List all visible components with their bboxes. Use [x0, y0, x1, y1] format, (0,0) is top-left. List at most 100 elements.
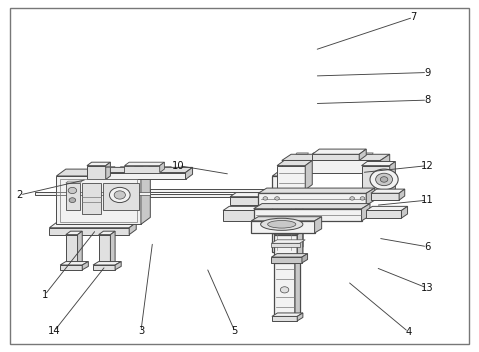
Polygon shape — [282, 161, 380, 172]
Polygon shape — [60, 262, 88, 265]
Polygon shape — [82, 183, 101, 214]
Polygon shape — [345, 153, 358, 154]
Polygon shape — [277, 166, 305, 190]
Polygon shape — [329, 153, 342, 154]
Polygon shape — [87, 166, 106, 180]
Circle shape — [69, 198, 76, 202]
Text: 7: 7 — [410, 12, 416, 22]
Polygon shape — [362, 203, 370, 221]
Circle shape — [370, 169, 398, 190]
Polygon shape — [380, 154, 390, 172]
Polygon shape — [274, 263, 295, 318]
Polygon shape — [66, 235, 78, 266]
Text: 5: 5 — [232, 326, 238, 336]
Polygon shape — [273, 171, 303, 176]
Polygon shape — [96, 172, 185, 180]
Polygon shape — [399, 189, 405, 200]
Polygon shape — [277, 161, 312, 166]
Polygon shape — [362, 166, 390, 193]
Polygon shape — [272, 240, 305, 243]
Circle shape — [376, 173, 392, 186]
Circle shape — [274, 197, 279, 200]
Text: 13: 13 — [421, 283, 433, 293]
Polygon shape — [295, 259, 300, 318]
Polygon shape — [223, 210, 256, 221]
Circle shape — [280, 287, 289, 293]
Polygon shape — [366, 188, 375, 205]
Polygon shape — [261, 193, 267, 205]
Polygon shape — [93, 262, 121, 265]
Polygon shape — [78, 231, 82, 266]
Circle shape — [114, 191, 125, 199]
Polygon shape — [230, 193, 267, 197]
Polygon shape — [99, 235, 110, 266]
Text: 1: 1 — [42, 290, 48, 300]
Polygon shape — [66, 181, 82, 183]
Text: 2: 2 — [17, 190, 23, 200]
Bar — [60, 179, 137, 221]
Text: 8: 8 — [424, 95, 431, 105]
Polygon shape — [125, 162, 164, 166]
Polygon shape — [258, 188, 375, 193]
Polygon shape — [273, 176, 296, 252]
Ellipse shape — [261, 218, 303, 230]
Polygon shape — [60, 265, 82, 270]
Polygon shape — [312, 149, 366, 154]
Text: 9: 9 — [424, 68, 431, 77]
Polygon shape — [103, 183, 138, 210]
Polygon shape — [296, 171, 303, 252]
Polygon shape — [150, 194, 296, 197]
Ellipse shape — [268, 220, 296, 228]
Circle shape — [350, 197, 354, 200]
Polygon shape — [258, 193, 366, 205]
Polygon shape — [57, 176, 141, 224]
Polygon shape — [253, 203, 370, 209]
Polygon shape — [87, 162, 110, 166]
Circle shape — [68, 187, 77, 194]
Polygon shape — [96, 167, 193, 172]
Polygon shape — [361, 153, 373, 154]
Polygon shape — [66, 231, 82, 235]
Text: 14: 14 — [48, 326, 60, 336]
Polygon shape — [125, 166, 160, 172]
Polygon shape — [359, 149, 366, 161]
Polygon shape — [366, 210, 401, 218]
Text: 6: 6 — [424, 242, 431, 252]
Polygon shape — [297, 313, 303, 321]
Polygon shape — [93, 265, 115, 270]
Polygon shape — [312, 154, 359, 161]
Polygon shape — [150, 189, 296, 191]
Polygon shape — [251, 217, 322, 221]
Polygon shape — [302, 253, 308, 263]
Polygon shape — [274, 231, 303, 235]
Circle shape — [110, 187, 130, 202]
Polygon shape — [274, 259, 300, 263]
Polygon shape — [66, 183, 80, 210]
Polygon shape — [251, 221, 315, 233]
Polygon shape — [272, 253, 308, 257]
Circle shape — [263, 197, 268, 200]
Polygon shape — [115, 262, 121, 270]
Polygon shape — [362, 162, 395, 166]
Polygon shape — [272, 257, 302, 263]
Polygon shape — [371, 189, 405, 193]
Text: 3: 3 — [138, 326, 144, 336]
Polygon shape — [110, 231, 115, 266]
Polygon shape — [57, 169, 150, 176]
Polygon shape — [312, 153, 325, 154]
Polygon shape — [272, 243, 299, 247]
Polygon shape — [366, 206, 408, 210]
Polygon shape — [296, 153, 308, 154]
Polygon shape — [82, 262, 88, 270]
Polygon shape — [223, 206, 262, 210]
Polygon shape — [35, 191, 57, 195]
Polygon shape — [129, 222, 136, 235]
Polygon shape — [160, 162, 164, 172]
Polygon shape — [297, 231, 303, 259]
Polygon shape — [315, 217, 322, 233]
Text: 10: 10 — [172, 161, 185, 171]
Polygon shape — [49, 228, 129, 235]
Text: 12: 12 — [421, 161, 433, 171]
Polygon shape — [185, 167, 193, 180]
Polygon shape — [390, 162, 395, 193]
